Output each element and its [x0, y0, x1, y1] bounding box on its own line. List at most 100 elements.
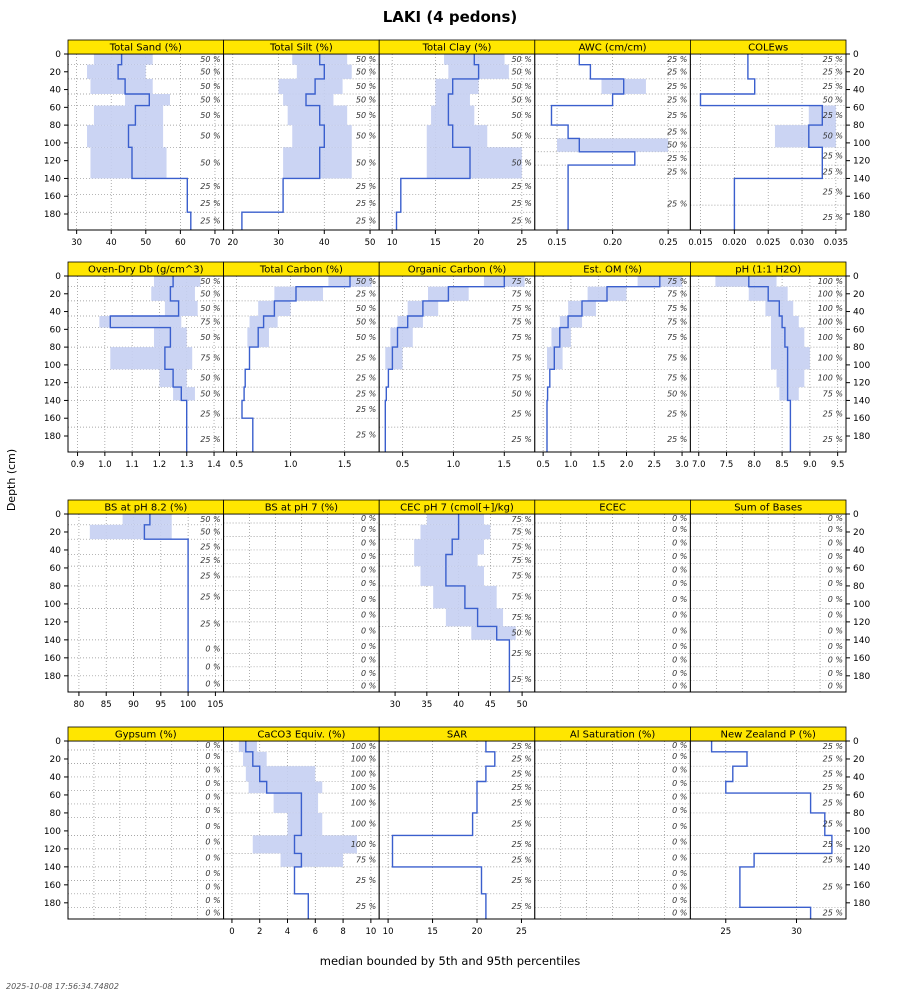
median-line: [241, 54, 325, 230]
fraction-label: 50 %: [511, 389, 531, 398]
median-line: [710, 741, 833, 919]
panel-bs-at-ph-8-2: 50 % 50 % 25 % 25 % 25 % 25 % 25 % 0 % 0 % 0 % BS …: [44, 499, 225, 710]
depth-tick-label: 140: [853, 396, 870, 406]
fraction-label: 25 %: [667, 409, 687, 418]
percentile-band: [99, 316, 182, 328]
fraction-label: 50 %: [200, 333, 220, 342]
percentile-band: [420, 566, 484, 586]
fraction-label: 0 %: [672, 595, 687, 604]
depth-tick-label: 80: [50, 343, 62, 353]
timestamp: 2025-10-08 17:56:34.74802: [6, 982, 119, 991]
fraction-label: 25 %: [356, 902, 376, 911]
percentile-band: [93, 54, 153, 65]
median-line: [384, 276, 505, 452]
x-tick-label: 1.1: [125, 460, 139, 470]
x-tick-label: 40: [319, 238, 330, 248]
fraction-label: 0 %: [672, 525, 687, 534]
fraction-label: 50 %: [200, 304, 220, 313]
fraction-label: 25 %: [511, 856, 531, 865]
x-tick-label: 4: [285, 927, 290, 937]
x-tick-label: 1.4: [207, 460, 221, 470]
panel-total-silt: 50 % 50 % 50 % 50 % 50 % 50 % 50 % 25 % 25 % 25 %…: [223, 39, 380, 248]
panel-ecec: 0 % 0 % 0 % 0 % 0 % 0 % 0 % 0 % 0 % 0 % 0 % 0 % 0 % E…: [534, 499, 691, 693]
depth-tick-label: 0: [55, 737, 61, 747]
percentile-band: [274, 286, 324, 301]
fraction-label: 50 %: [200, 67, 220, 76]
x-tick-label: 20: [473, 238, 484, 248]
x-tick-label: 1.0: [447, 460, 461, 470]
depth-tick-label: 140: [44, 863, 61, 873]
depth-tick-label: 100: [853, 139, 870, 149]
percentile-band: [245, 766, 316, 782]
x-tick-label: 20: [227, 238, 238, 248]
x-tick-label: 10: [383, 927, 394, 937]
fraction-label: 0 %: [672, 853, 687, 862]
fraction-label: 75 %: [667, 277, 687, 286]
percentile-band: [557, 138, 669, 152]
x-tick-label: 1.0: [98, 460, 112, 470]
fraction-label: 75 %: [667, 289, 687, 298]
x-tick-label: 0.015: [688, 238, 712, 248]
panel-title: BS at pH 8.2 (%): [104, 503, 187, 514]
x-tick-label: 0.030: [790, 238, 814, 248]
percentile-band: [435, 94, 470, 106]
fraction-label: 100 %: [351, 783, 376, 792]
percentile-band: [93, 105, 164, 126]
percentile-band: [471, 626, 516, 640]
x-tick-label: 2.5: [648, 460, 662, 470]
x-tick-label: 15: [430, 238, 441, 248]
fraction-label: 50 %: [356, 333, 376, 342]
depth-tick-label: 140: [853, 863, 870, 873]
fraction-label: 50 %: [511, 55, 531, 64]
fraction-label: 25 %: [667, 67, 687, 76]
fraction-label: 25 %: [356, 374, 376, 383]
fraction-label: 25 %: [823, 840, 843, 849]
fraction-label: 0 %: [672, 611, 687, 620]
fraction-label: 0 %: [672, 752, 687, 761]
x-tick-label: 8.0: [748, 460, 762, 470]
fraction-label: 75 %: [200, 354, 220, 363]
fraction-label: 0 %: [205, 662, 220, 671]
depth-tick-label: 180: [853, 432, 870, 442]
x-tick-label: 30: [71, 238, 82, 248]
fraction-label: 100 %: [351, 754, 376, 763]
fraction-label: 25 %: [667, 154, 687, 163]
percentile-band: [435, 78, 479, 94]
panel-title: SAR: [447, 730, 467, 741]
x-tick-label: 40: [106, 238, 117, 248]
percentile-band: [283, 147, 352, 179]
depth-tick-label: 120: [44, 618, 61, 628]
x-tick-label: 0.20: [603, 238, 622, 248]
fraction-label: 0 %: [672, 806, 687, 815]
panel-total-clay: 50 % 50 % 50 % 50 % 50 % 50 % 50 % 25 % 25 % 25 %…: [378, 39, 536, 248]
panel-background: [690, 741, 846, 919]
fraction-label: 100 %: [818, 317, 843, 326]
fraction-label: 0 %: [361, 656, 376, 665]
fraction-label: 100 %: [818, 277, 843, 286]
panel-title: Total Carbon (%): [259, 265, 343, 276]
percentile-band: [164, 300, 198, 316]
panel-al-saturation: 0 % 0 % 0 % 0 % 0 % 0 % 0 % 0 % 0 % 0 % 0 % 0 % 0 % A…: [534, 726, 691, 920]
depth-tick-label: 0: [853, 50, 859, 60]
x-tick-label: 7.5: [720, 460, 734, 470]
fraction-label: 0 %: [205, 741, 220, 750]
fraction-label: 0 %: [205, 883, 220, 892]
percentile-band: [770, 327, 805, 348]
depth-tick-label: 100: [853, 827, 870, 837]
depth-tick-label: 60: [853, 325, 865, 335]
depth-tick-label: 80: [50, 121, 62, 131]
fraction-label: 25 %: [823, 187, 843, 196]
median-line: [245, 741, 309, 919]
x-tick-label: 105: [207, 700, 223, 710]
fraction-label: 50 %: [200, 277, 220, 286]
depth-tick-label: 180: [853, 210, 870, 220]
depth-tick-label: 20: [853, 755, 865, 765]
fraction-label: 25 %: [356, 354, 376, 363]
x-tick-label: 85: [101, 700, 112, 710]
percentile-band: [243, 751, 267, 767]
x-tick-label: 3.0: [675, 460, 689, 470]
fraction-label: 50 %: [667, 389, 687, 398]
fraction-label: 25 %: [511, 902, 531, 911]
panel-colews: 25 % 25 % 25 % 50 % 25 % 50 % 25 % 25 % 25 % 25 %…: [688, 39, 870, 248]
fraction-label: 75 %: [511, 515, 531, 524]
